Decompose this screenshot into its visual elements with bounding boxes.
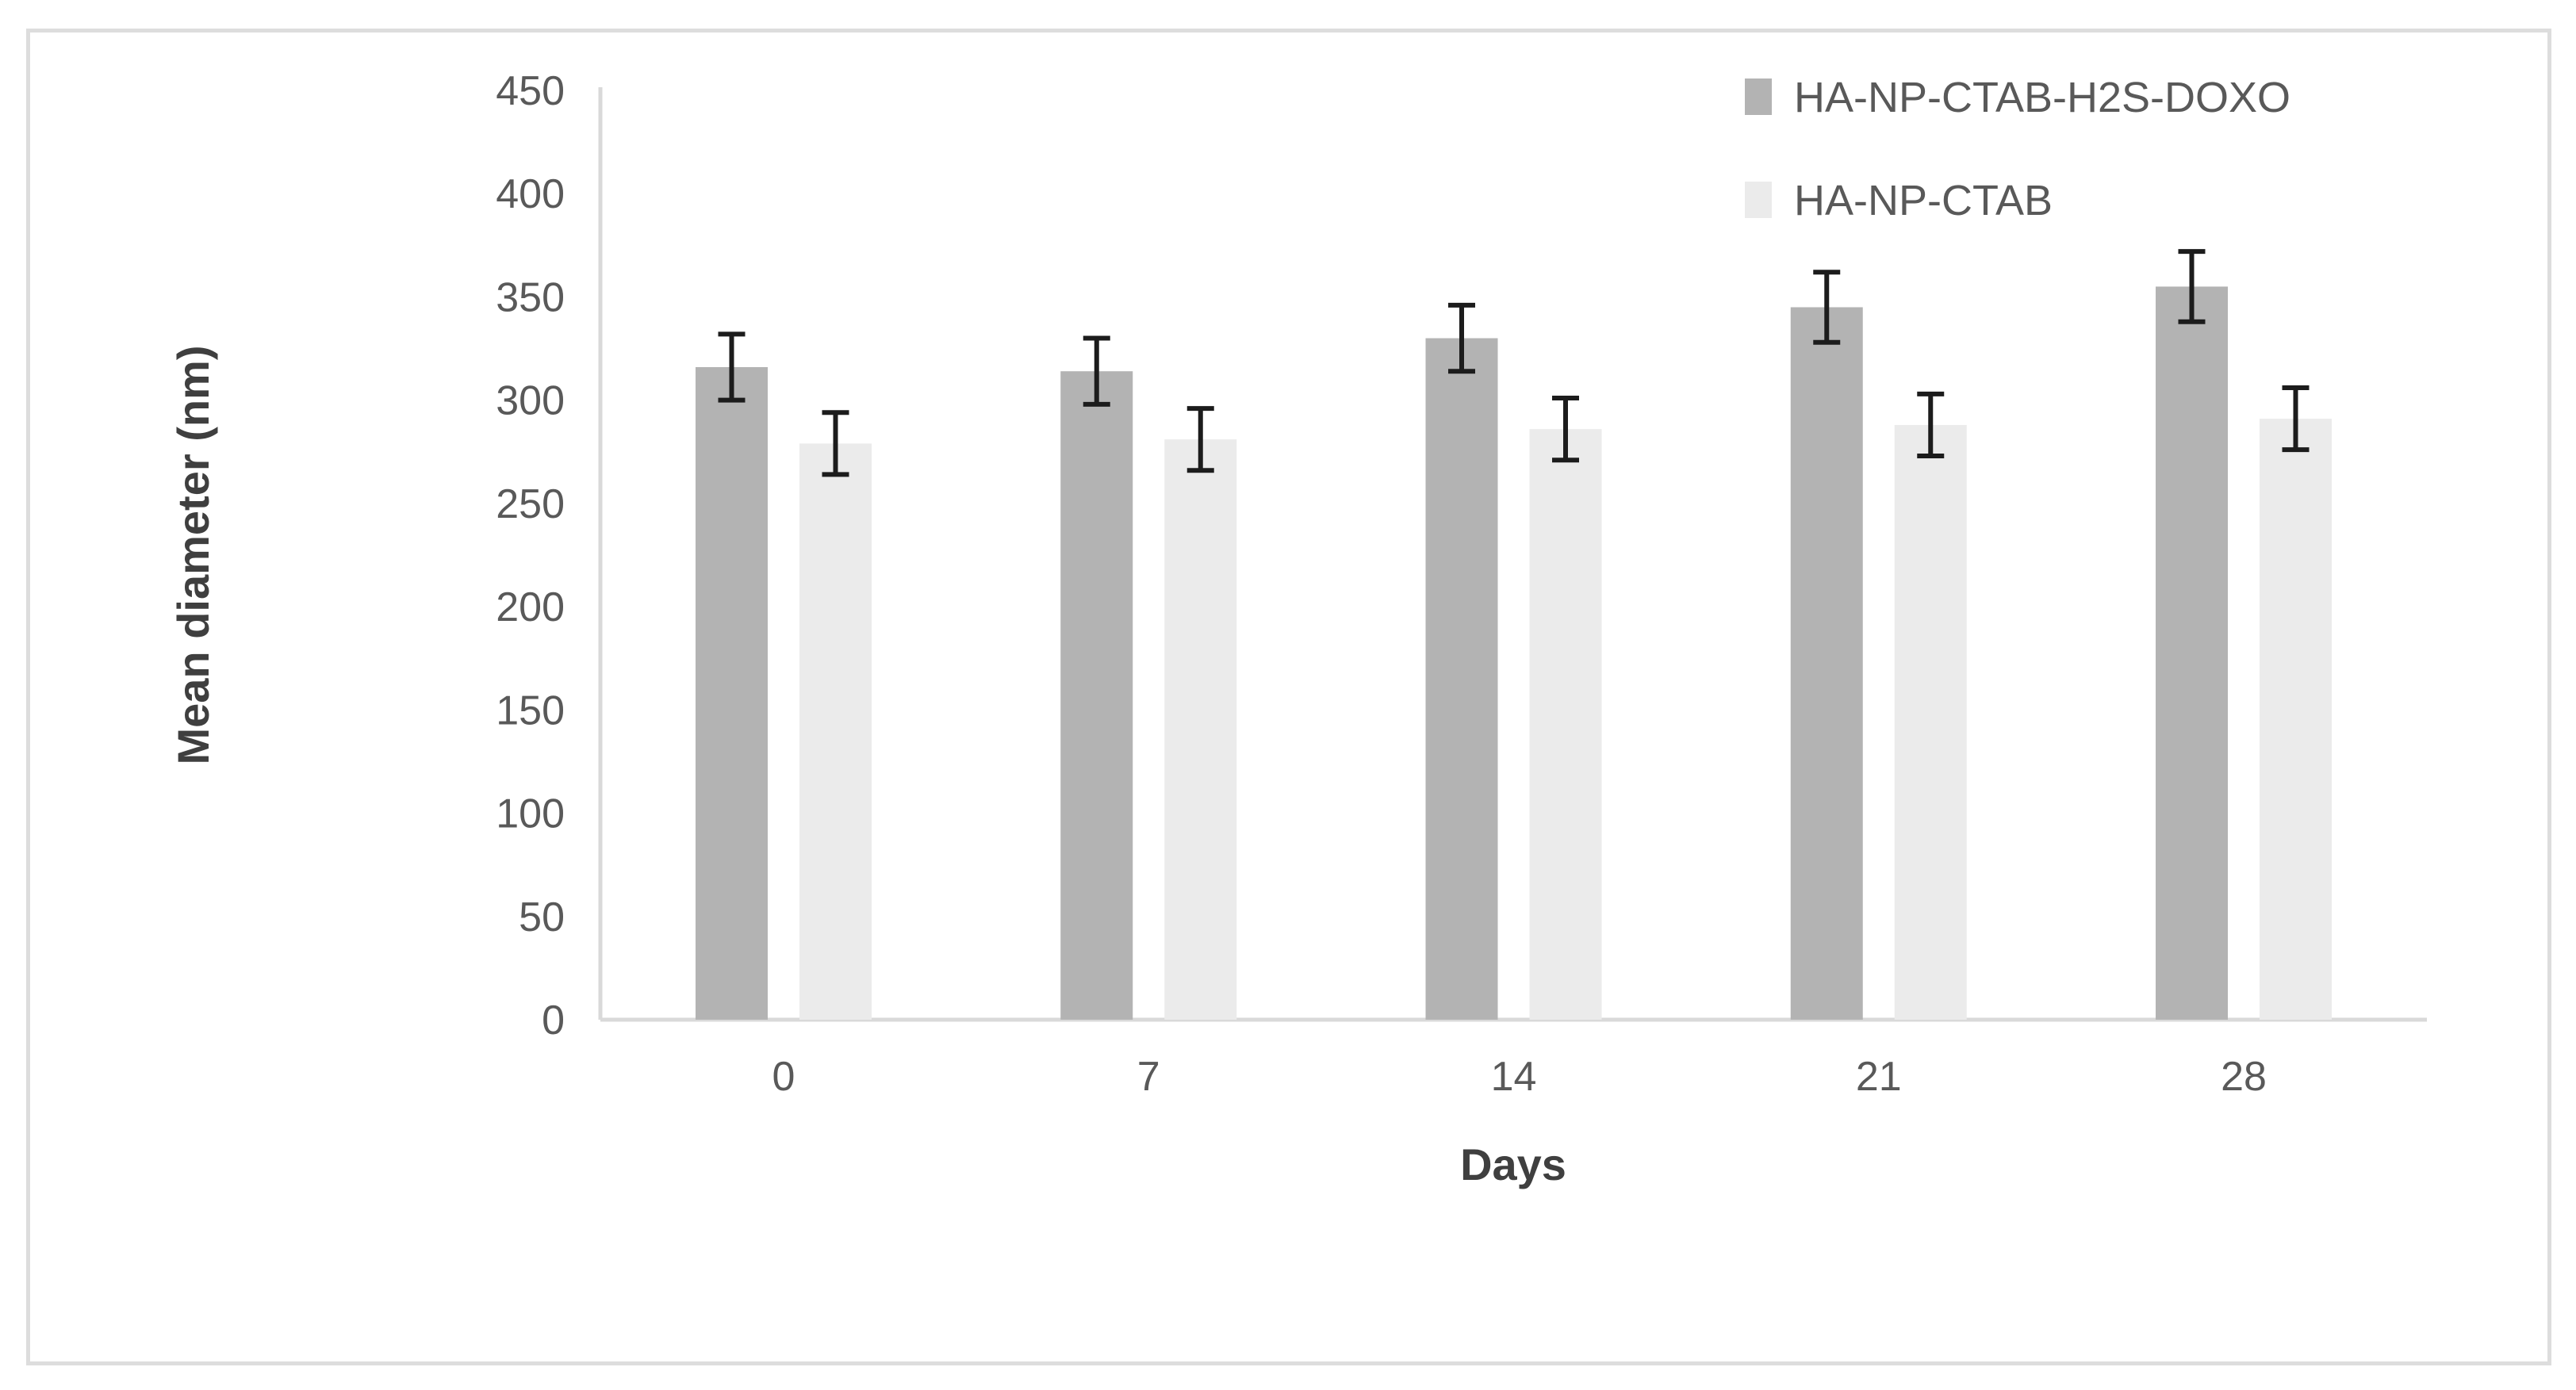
- bar: [1164, 439, 1237, 1020]
- x-tick-label: 0: [772, 1054, 795, 1100]
- legend-swatch-series1: [1745, 78, 1772, 115]
- y-tick-label: 250: [496, 481, 565, 527]
- bars: [696, 286, 2332, 1020]
- bar: [1790, 307, 1863, 1020]
- x-tick-label: 14: [1491, 1054, 1537, 1100]
- y-tick-label: 350: [496, 274, 565, 320]
- bar: [1060, 371, 1133, 1020]
- chart-panel-border: [26, 29, 2551, 1365]
- error-bars: [718, 249, 2310, 477]
- y-tick-label: 450: [496, 68, 565, 114]
- legend-swatch-series2: [1745, 182, 1772, 218]
- y-tick-label: 300: [496, 378, 565, 424]
- legend-label-series1: HA-NP-CTAB-H2S-DOXO: [1794, 74, 2290, 121]
- legend-label-series2: HA-NP-CTAB: [1794, 177, 2053, 224]
- bar: [2260, 419, 2332, 1020]
- bar: [696, 366, 768, 1020]
- y-tick-label: 400: [496, 171, 565, 217]
- legend-item: HA-NP-CTAB-H2S-DOXO: [1745, 74, 2290, 121]
- x-tick-label: 21: [1856, 1054, 1902, 1100]
- y-axis-title: Mean diameter (nm): [168, 346, 218, 765]
- bar: [1529, 429, 1602, 1020]
- y-tick-label: 0: [542, 998, 565, 1043]
- bar: [1425, 338, 1498, 1020]
- x-tick-label: 28: [2221, 1054, 2267, 1100]
- bar: [799, 443, 872, 1020]
- y-tick-label: 50: [519, 894, 565, 940]
- bar: [1894, 424, 1967, 1020]
- bar: [2156, 286, 2228, 1020]
- y-tick-label: 150: [496, 687, 565, 733]
- x-axis-tick-labels: 0 7 14 21 28: [772, 1054, 2267, 1100]
- x-axis-title: Days: [1460, 1139, 1566, 1189]
- y-tick-label: 200: [496, 584, 565, 630]
- legend-item: HA-NP-CTAB: [1745, 177, 2053, 224]
- x-tick-label: 7: [1137, 1054, 1160, 1100]
- y-tick-label: 100: [496, 791, 565, 837]
- y-axis-tick-labels: 0 50 100 150 200 250 300 350 400 450: [496, 68, 565, 1043]
- legend: HA-NP-CTAB-H2S-DOXO HA-NP-CTAB: [1745, 74, 2290, 224]
